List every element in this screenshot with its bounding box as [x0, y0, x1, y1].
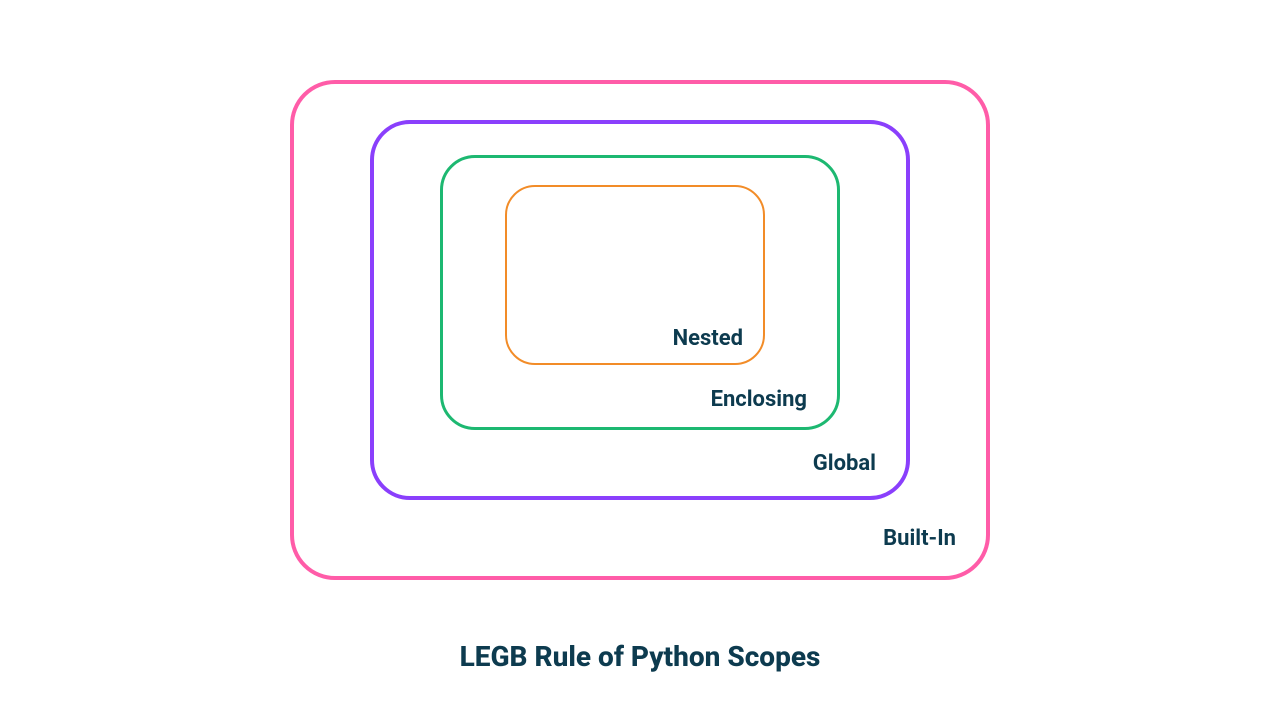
scope-label-nested: Nested	[673, 326, 743, 351]
scope-label-builtin: Built-In	[883, 526, 956, 551]
scope-label-global: Global	[813, 451, 876, 476]
diagram-title: LEGB Rule of Python Scopes	[0, 640, 1280, 673]
scope-box-nested: Nested	[505, 185, 765, 365]
scope-label-enclosing: Enclosing	[711, 387, 807, 412]
legb-diagram: Built-In Global Enclosing Nested	[290, 80, 990, 580]
